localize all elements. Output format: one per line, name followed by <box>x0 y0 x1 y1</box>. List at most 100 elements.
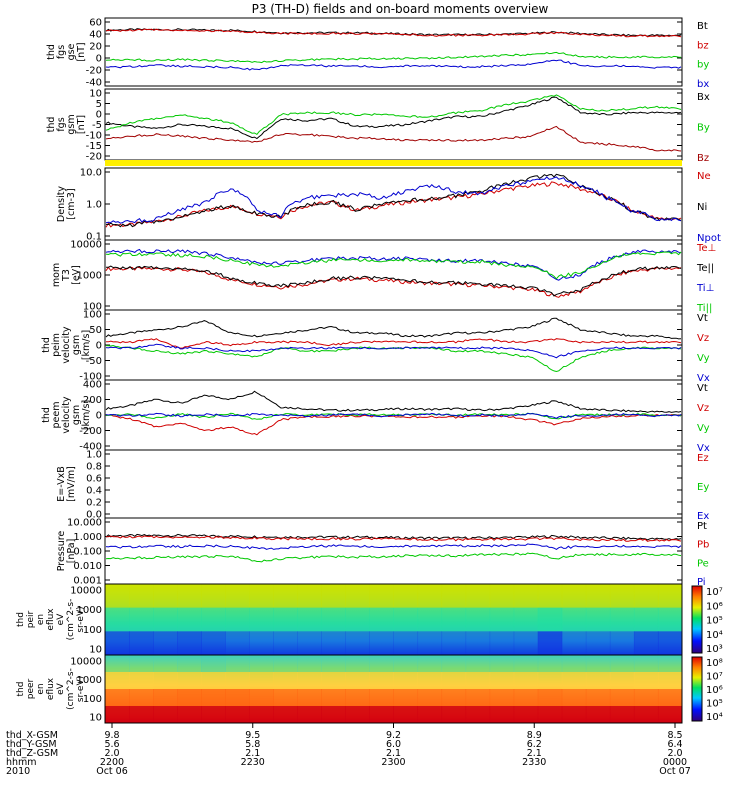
legend-peim_vel-3: Vx <box>697 373 710 384</box>
legend-density-2: Npot <box>697 233 721 244</box>
y-axis-label-line: [km/s] <box>81 330 92 360</box>
y-axis-label-line: sr-eV) <box>76 676 86 702</box>
y-tick-label: -200 <box>79 426 102 437</box>
spectrogram-cell <box>633 706 659 723</box>
spectrogram-cell <box>369 584 394 608</box>
spectrogram-cell <box>177 689 202 706</box>
spectrogram-cell <box>297 631 322 655</box>
x-axis-row-label: hhmm <box>6 757 37 768</box>
legend-peem_vel-3: Vx <box>697 443 710 454</box>
y-axis-label: thd peem velocity gsm [km/s] <box>41 396 92 434</box>
series-Bz <box>105 125 682 152</box>
spectrogram-cell <box>201 672 226 689</box>
spectrogram-cell <box>489 706 515 723</box>
spectrogram-cell <box>633 607 659 632</box>
spectrogram-cell <box>201 584 226 608</box>
spectrogram-cell <box>321 672 346 689</box>
y-tick-label: -5 <box>92 120 102 131</box>
spectrogram-cell <box>225 655 250 672</box>
y-tick-label: 100 <box>83 694 102 705</box>
spectrogram-cell <box>129 631 154 655</box>
y-tick-label: 0 <box>96 411 102 422</box>
spectrogram-cell <box>537 584 563 608</box>
y-tick-label: 100 <box>83 302 102 313</box>
legend-peem_vel-2: Vy <box>697 423 710 434</box>
x-axis-value: 6.4 <box>667 739 682 750</box>
y-tick-label: 10.0 <box>80 168 102 179</box>
y-tick-label: 10.000 <box>67 518 102 529</box>
spectrogram-cell <box>273 655 298 672</box>
spectrogram-cell <box>417 655 443 672</box>
spectrogram-cell <box>489 655 515 672</box>
spectrogram-cell <box>129 655 154 672</box>
spectrogram-cell <box>225 689 250 706</box>
y-axis-label: thd peir en eflux eV (cm^2-s-sr-eV) <box>16 599 86 641</box>
legend-fgs_gse-3: bx <box>697 79 709 90</box>
y-axis-label: mom T3 [eV] <box>51 263 82 287</box>
spectrogram-cell <box>465 672 491 689</box>
y-tick-label: 0.8 <box>86 462 102 473</box>
y-axis-label-line: thd <box>41 337 52 353</box>
spectrogram-cell <box>393 584 419 608</box>
series-Pb <box>105 535 682 542</box>
spectrogram-cell <box>249 655 274 672</box>
spectrogram-cell <box>345 672 370 689</box>
y-tick-label: 10000 <box>70 586 102 597</box>
spectrogram-cell <box>345 631 370 655</box>
spectrogram-cell <box>609 655 635 672</box>
legend-density-0: Ne <box>697 171 711 182</box>
colorbar-tick-label: 10⁴ <box>706 630 723 641</box>
series-Ti⊥ <box>105 248 682 281</box>
spectrogram-cell <box>249 631 274 655</box>
series-Vt <box>105 317 682 340</box>
y-tick-label: 0 <box>96 341 102 352</box>
spectrogram-cell <box>417 672 443 689</box>
legend-pressure-1: Pb <box>697 540 709 551</box>
spectrogram-cell <box>537 655 563 672</box>
spectrogram-cell <box>105 607 130 632</box>
spectrogram-cell <box>153 607 178 632</box>
spectrogram-cell <box>129 689 154 706</box>
y-tick-label: 200 <box>83 395 102 406</box>
spectrogram-cell <box>561 672 587 689</box>
spectrogram-cell <box>465 607 491 632</box>
y-axis-label: thd peer en eflux eV (cm^2-s-sr-eV) <box>16 668 86 710</box>
colorbar-tick-label: 10⁶ <box>706 685 723 696</box>
spectrogram-cell <box>609 706 635 723</box>
x-axis-value: 6.2 <box>527 739 542 750</box>
y-tick-label: -15 <box>86 141 102 152</box>
spectrogram-cell <box>441 584 467 608</box>
spectrogram-cell <box>105 655 130 672</box>
y-axis-label-line: thd <box>16 612 26 627</box>
spectrogram-cell <box>273 672 298 689</box>
panel-frame <box>104 239 683 311</box>
y-axis-label-line: mom <box>51 263 62 287</box>
y-axis-label: Density [cm-3] <box>56 186 77 222</box>
y-tick-label: 20 <box>89 42 102 53</box>
spectrogram-cell <box>441 607 467 632</box>
spectrogram-cell <box>561 631 587 655</box>
y-axis-label-line: gsm <box>66 114 77 134</box>
spectrogram-cell <box>321 631 346 655</box>
y-axis-label-line: [mV/m] <box>66 466 77 502</box>
legend-fgs_gsm-1: By <box>697 123 710 134</box>
colorbar <box>691 656 703 722</box>
x-axis-value: 9.5 <box>245 730 260 741</box>
spectrogram-cell <box>273 689 298 706</box>
spectrogram-cell <box>489 689 515 706</box>
y-tick-label: 1.0 <box>86 200 102 211</box>
legend-temp-1: Te|| <box>696 263 714 274</box>
series-Vz <box>105 413 682 436</box>
y-axis-label-line: thd <box>41 407 52 423</box>
spectrogram-cell <box>369 706 394 723</box>
spectrogram-cell <box>633 655 659 672</box>
spectrogram-cell <box>393 672 419 689</box>
y-axis-label-line: Pressure <box>56 531 67 572</box>
colorbar <box>691 585 703 654</box>
y-tick-label: 100 <box>83 310 102 321</box>
y-tick-label: 100 <box>83 625 102 636</box>
y-tick-label: 10 <box>89 89 102 100</box>
legend-fgs_gse-2: by <box>697 60 709 71</box>
spectrogram-cell <box>585 655 611 672</box>
y-tick-label: 1000 <box>77 675 102 686</box>
